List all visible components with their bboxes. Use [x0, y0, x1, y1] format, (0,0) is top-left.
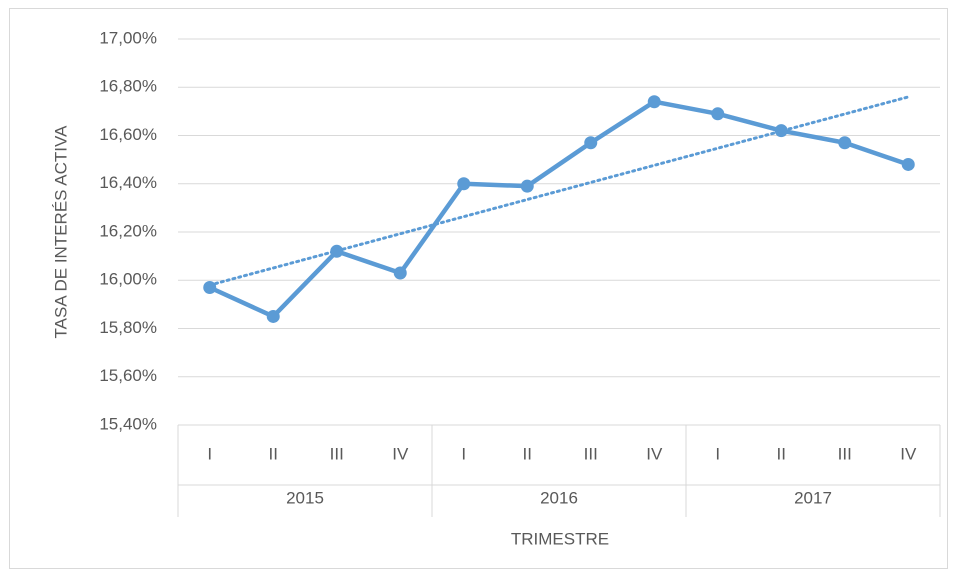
- point: [203, 280, 217, 294]
- y-tick-label: 17,00%: [99, 28, 157, 47]
- y-tick-label: 16,60%: [99, 125, 157, 144]
- y-axis-label: TASA DE INTERÉS ACTIVA: [51, 125, 70, 339]
- point: [901, 157, 915, 171]
- x-tick-label: IV: [900, 444, 917, 463]
- x-tick-label: I: [207, 444, 212, 463]
- x-tick-label: III: [330, 444, 344, 463]
- y-tick-label: 16,40%: [99, 173, 157, 192]
- x-tick-label: II: [523, 444, 532, 463]
- chart-border: [9, 8, 948, 569]
- y-tick-label: 16,00%: [99, 270, 157, 289]
- point: [584, 136, 598, 150]
- x-tick-label: IV: [646, 444, 663, 463]
- series-line: [208, 99, 909, 319]
- point: [520, 179, 534, 193]
- y-tick-label: 15,40%: [99, 414, 157, 433]
- y-tick-label: 16,20%: [99, 221, 157, 240]
- y-tick-label: 16,80%: [99, 77, 157, 96]
- x-tick-label: III: [584, 444, 598, 463]
- point: [711, 107, 725, 121]
- point: [647, 95, 661, 109]
- x-axis-label: TRIMESTRE: [511, 529, 609, 548]
- point: [457, 177, 471, 191]
- point: [838, 136, 852, 150]
- x-tick-label: II: [777, 444, 786, 463]
- x-tick-label: III: [838, 444, 852, 463]
- trendline: [208, 95, 910, 287]
- group-label: 2016: [540, 488, 578, 507]
- point: [330, 244, 344, 258]
- y-tick-label: 15,80%: [99, 318, 157, 337]
- x-tick-label: I: [461, 444, 466, 463]
- point: [774, 124, 788, 138]
- x-tick-label: II: [269, 444, 278, 463]
- x-tick-label: I: [715, 444, 720, 463]
- point: [393, 266, 407, 280]
- x-tick-label: IV: [392, 444, 409, 463]
- group-label: 2017: [794, 488, 832, 507]
- point: [266, 309, 280, 323]
- y-tick-label: 15,60%: [99, 366, 157, 385]
- group-label: 2015: [286, 488, 324, 507]
